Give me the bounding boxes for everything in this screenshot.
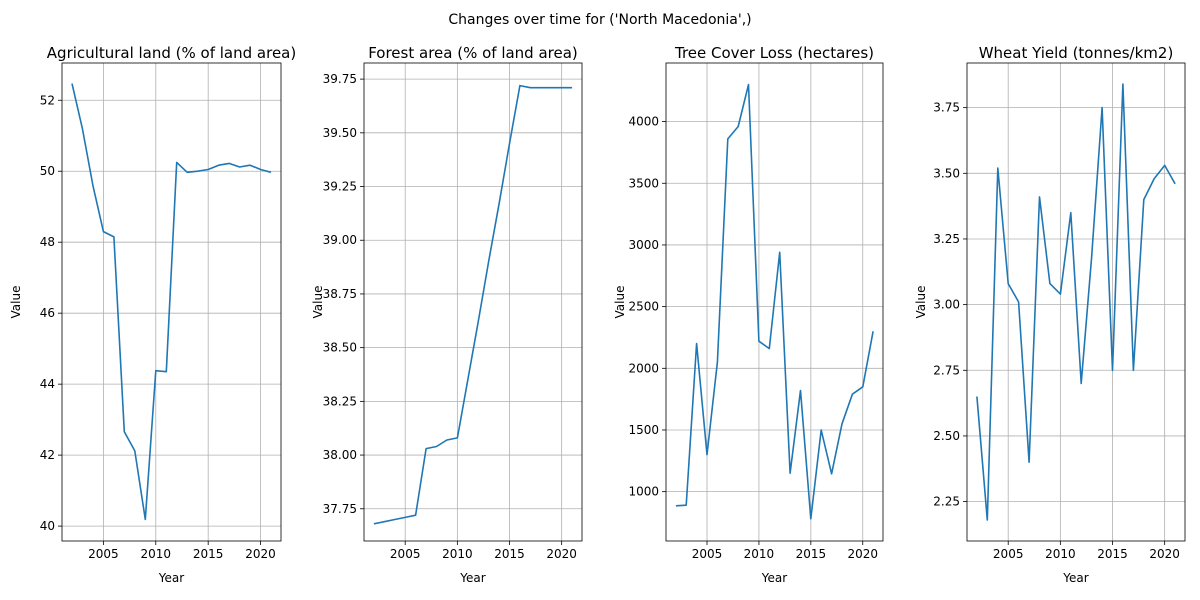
chart-panel-4: 2005 2010 2015 2020 2.25 2.50 2.75 3.00 3.25 3.50…: [914, 44, 1186, 585]
y-tick-label: 3500: [628, 176, 659, 190]
y-tick-label: 40: [40, 519, 55, 533]
x-tick-label: 2015: [193, 547, 224, 561]
x-tick-label: 2005: [993, 547, 1024, 561]
y-tick-label: 52: [40, 93, 55, 107]
chart-panel-2: 2005 2010 2015 2020 37.75 38.00 38.25 38.50 38.7…: [311, 44, 583, 585]
y-axis-label: Value: [9, 286, 23, 319]
series-line: [675, 83, 874, 520]
y-tick-label: 42: [40, 448, 55, 462]
y-tick-label: 3.75: [933, 101, 960, 115]
y-tick-label: 38.00: [323, 448, 357, 462]
series-line: [373, 84, 573, 525]
y-tick-label: 2.50: [933, 429, 960, 443]
x-axis-label: Year: [1062, 571, 1088, 585]
x-tick-label: 2010: [141, 547, 172, 561]
chart-title: Wheat Yield (tonnes/km2): [979, 44, 1174, 62]
axes-frame: [363, 62, 583, 542]
figure-suptitle: Changes over time for ('North Macedonia'…: [448, 12, 751, 28]
x-tick-label: 2020: [546, 547, 577, 561]
x-tick-label: 2015: [796, 547, 827, 561]
chart-panels: 2005 2010 2015 2020 40 42 44 46 48 50 52 Agricultur…: [9, 44, 1186, 585]
x-tick-label: 2005: [692, 547, 723, 561]
x-tick-label: 2020: [847, 547, 878, 561]
series-line: [976, 83, 1176, 521]
x-tick-label: 2020: [1149, 547, 1180, 561]
y-tick-label: 4000: [628, 115, 659, 129]
y-tick-label: 1500: [628, 423, 659, 437]
y-tick-label: 3.50: [933, 166, 960, 180]
series-line: [71, 83, 272, 521]
y-tick-label: 38.75: [323, 287, 357, 301]
y-tick-label: 3000: [628, 238, 659, 252]
x-axis-label: Year: [761, 571, 787, 585]
y-tick-label: 2.25: [933, 495, 960, 509]
y-tick-label: 2000: [628, 361, 659, 375]
x-tick-label: 2010: [442, 547, 473, 561]
y-tick-label: 50: [40, 164, 55, 178]
x-tick-label: 2005: [88, 547, 119, 561]
x-tick-label: 2005: [390, 547, 421, 561]
axes-frame: [61, 62, 282, 542]
y-axis-label: Value: [914, 286, 928, 319]
chart-panel-3: 2005 2010 2015 2020 1000 1500 2000 2500 3000 3500…: [613, 44, 884, 585]
y-tick-label: 44: [40, 377, 55, 391]
chart-title: Forest area (% of land area): [368, 44, 578, 62]
x-tick-label: 2020: [245, 547, 276, 561]
x-axis-label: Year: [158, 571, 184, 585]
chart-title: Tree Cover Loss (hectares): [674, 44, 874, 62]
y-tick-label: 39.50: [323, 126, 357, 140]
y-tick-label: 2500: [628, 300, 659, 314]
x-tick-label: 2010: [744, 547, 775, 561]
y-tick-label: 39.75: [323, 72, 357, 86]
y-tick-label: 38.50: [323, 341, 357, 355]
axes-frame: [966, 62, 1186, 542]
x-tick-label: 2015: [1097, 547, 1128, 561]
y-tick-label: 3.25: [933, 232, 960, 246]
y-axis-label: Value: [311, 286, 325, 319]
y-tick-label: 38.25: [323, 394, 357, 408]
chart-panel-1: 2005 2010 2015 2020 40 42 44 46 48 50 52 Agricultur…: [9, 44, 296, 585]
x-tick-label: 2015: [494, 547, 525, 561]
y-tick-label: 39.25: [323, 180, 357, 194]
y-tick-label: 39.00: [323, 233, 357, 247]
y-tick-label: 46: [40, 306, 55, 320]
y-tick-label: 37.75: [323, 502, 357, 516]
chart-title: Agricultural land (% of land area): [47, 44, 296, 62]
x-axis-label: Year: [459, 571, 485, 585]
x-tick-label: 2010: [1045, 547, 1076, 561]
y-tick-label: 2.75: [933, 363, 960, 377]
y-tick-label: 1000: [628, 485, 659, 499]
y-axis-label: Value: [613, 286, 627, 319]
y-tick-label: 48: [40, 235, 55, 249]
y-tick-label: 3.00: [933, 298, 960, 312]
axes-frame: [665, 62, 884, 542]
